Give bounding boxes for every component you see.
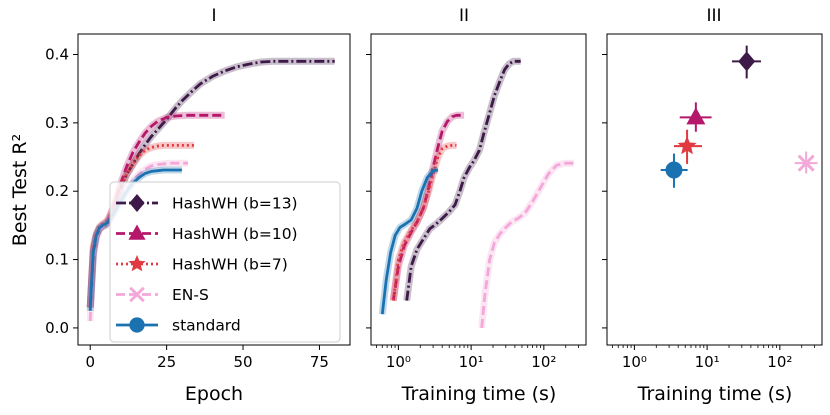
panel-ii-ticks: 10⁰ 10¹ 10² xyxy=(366,54,579,371)
legend-label: HashWH (b=10) xyxy=(172,225,298,243)
x-axis-label: Training time (s) xyxy=(637,383,793,405)
y-tick-label: 0.2 xyxy=(45,182,69,200)
point-en-s xyxy=(794,151,818,174)
panel-ii: II 10⁰ 10¹ 10² Training time (s) xyxy=(366,6,587,405)
x-tick-label: 10² xyxy=(767,353,792,371)
panel-iii-ticks: 10⁰ 10¹ 10² xyxy=(602,54,815,371)
legend-item-standard: standard xyxy=(116,317,241,335)
x-tick-label: 50 xyxy=(233,353,252,371)
x-axis-label: Training time (s) xyxy=(401,383,557,405)
series-line xyxy=(480,161,574,329)
legend-item-hashwh-b-13: HashWH (b=13) xyxy=(116,194,298,213)
legend-marker xyxy=(128,255,146,272)
legend-label: standard xyxy=(172,317,241,335)
series-standard xyxy=(378,166,439,315)
point-marker xyxy=(738,51,756,72)
legend-label: EN-S xyxy=(172,286,209,304)
point-standard xyxy=(660,153,688,188)
legend-frame xyxy=(109,181,341,343)
legend-marker xyxy=(129,317,145,333)
legend-marker xyxy=(129,286,145,303)
legend-item-en-s: EN-S xyxy=(116,286,209,304)
legend-label: HashWH (b=7) xyxy=(172,256,288,274)
x-axis-label: Epoch xyxy=(185,383,243,405)
panel-iii-frame xyxy=(606,33,823,346)
panel-ii-frame xyxy=(370,33,587,346)
legend: HashWH (b=13) HashWH (b=10) HashWH (b=7) EN… xyxy=(109,181,341,343)
panel-i-frame xyxy=(77,33,351,346)
series-line xyxy=(88,143,195,308)
panel-iii-marks xyxy=(660,45,818,188)
y-tick-label: 0.4 xyxy=(45,46,69,64)
point-hashwh-b-7 xyxy=(673,129,702,164)
y-tick-label: 0.0 xyxy=(45,319,69,337)
x-tick-label: 10⁰ xyxy=(386,353,411,371)
x-tick-label: 75 xyxy=(310,353,329,371)
panel-title: II xyxy=(459,6,469,26)
panel-title: III xyxy=(706,6,721,26)
x-tick-label: 10¹ xyxy=(695,353,720,371)
x-tick-label: 25 xyxy=(157,353,176,371)
x-tick-label: 0 xyxy=(85,353,95,371)
y-tick-label: 0.3 xyxy=(45,114,69,132)
series-hashwh-b-10 xyxy=(389,111,465,302)
panel-i: I 0 25 50 75 0.0 0.1 0.2 0.3 0.4 Epoch xyxy=(45,6,351,405)
point-hashwh-b-13 xyxy=(732,45,761,79)
series-band xyxy=(478,159,574,329)
legend-marker xyxy=(128,224,146,240)
panel-i-ticks: 0 25 50 75 0.0 0.1 0.2 0.3 0.4 xyxy=(45,46,329,371)
legend-item-hashwh-b-10: HashWH (b=10) xyxy=(116,224,298,243)
series-line xyxy=(391,143,457,301)
panel-title: I xyxy=(211,6,216,26)
panel-iii: III 10⁰ 10¹ 10² Training time (s) xyxy=(602,6,823,405)
series-line xyxy=(405,59,521,301)
x-tick-label: 10² xyxy=(531,353,556,371)
series-hashwh-b-7 xyxy=(389,141,457,302)
series-line xyxy=(391,113,465,301)
series-line xyxy=(380,168,439,315)
x-tick-label: 10¹ xyxy=(459,353,484,371)
point-marker xyxy=(677,136,697,155)
point-marker xyxy=(797,154,815,172)
y-tick-label: 0.1 xyxy=(45,251,69,269)
legend-label: HashWH (b=13) xyxy=(172,195,298,213)
legend-item-hashwh-b-7: HashWH (b=7) xyxy=(116,255,288,274)
legend-marker xyxy=(129,194,145,212)
point-marker xyxy=(686,107,706,125)
y-axis-label: Best Test R² xyxy=(9,134,31,246)
point-hashwh-b-10 xyxy=(679,102,712,132)
panel-i-marks xyxy=(86,57,335,322)
series-en-s xyxy=(478,159,574,329)
panel-ii-marks xyxy=(378,57,574,329)
series-hashwh-b-13 xyxy=(403,57,521,302)
x-tick-label: 10⁰ xyxy=(622,353,647,371)
point-marker xyxy=(665,161,683,179)
